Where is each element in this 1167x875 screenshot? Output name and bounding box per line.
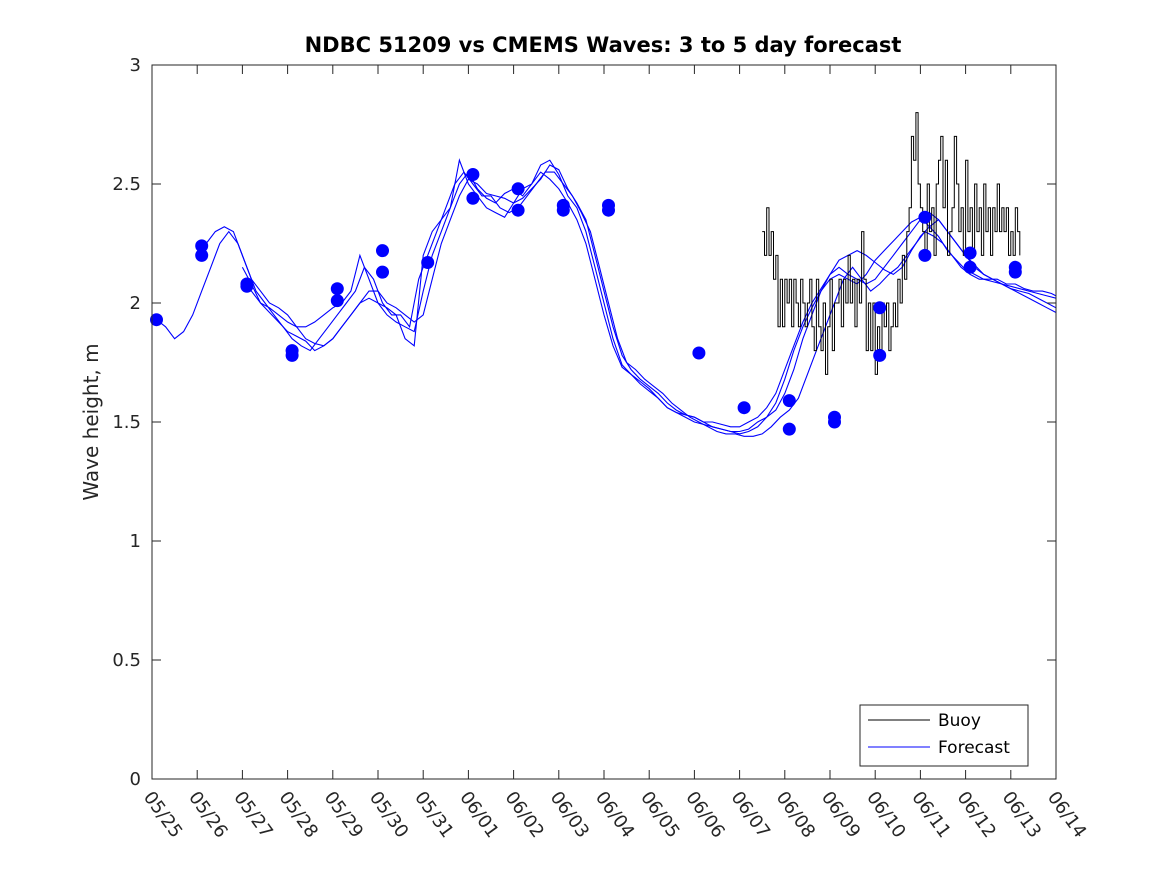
- y-tick-label: 0.5: [112, 650, 141, 671]
- forecast-marker: [421, 256, 435, 269]
- forecast-marker: [918, 248, 932, 262]
- forecast-marker: [737, 401, 751, 415]
- forecast-marker: [963, 260, 977, 274]
- forecast-marker: [918, 210, 932, 224]
- buoy-line: [762, 112, 1021, 375]
- forecast-marker: [873, 348, 887, 362]
- legend-buoy-label: Buoy: [938, 711, 981, 731]
- y-tick-label: 0: [130, 769, 141, 790]
- forecast-marker: [1008, 265, 1022, 279]
- forecast-marker: [466, 191, 480, 205]
- forecast-marker: [240, 279, 254, 293]
- y-tick-label: 1: [130, 531, 141, 552]
- forecast-marker: [511, 182, 525, 196]
- forecast-marker: [376, 265, 389, 279]
- forecast-marker: [330, 282, 344, 296]
- forecast-line-1: [156, 171, 1057, 437]
- legend: Buoy Forecast: [859, 704, 1029, 767]
- forecast-marker: [466, 168, 480, 181]
- forecast-marker: [556, 203, 570, 217]
- forecast-marker: [873, 301, 887, 315]
- chart-title: NDBC 51209 vs CMEMS Waves: 3 to 5 day fo…: [305, 33, 902, 57]
- forecast-marker: [782, 422, 796, 436]
- forecast-marker: [376, 244, 389, 258]
- y-tick-label: 1.5: [112, 412, 141, 433]
- forecast-marker: [511, 203, 525, 217]
- forecast-marker: [150, 313, 163, 327]
- forecast-marker: [782, 394, 796, 408]
- forecast-marker: [963, 246, 977, 260]
- y-axis-label: Wave height, m: [79, 343, 103, 500]
- forecast-marker: [692, 346, 706, 360]
- legend-forecast-label: Forecast: [938, 738, 1010, 758]
- plot-area: [150, 112, 1057, 437]
- forecast-marker: [330, 294, 344, 308]
- y-tick-label: 2.5: [112, 174, 141, 195]
- forecast-marker: [285, 344, 299, 358]
- forecast-marker: [828, 415, 841, 429]
- y-tick-label: 3: [130, 55, 141, 76]
- forecast-marker: [195, 239, 209, 253]
- y-tick-label: 2: [130, 293, 141, 314]
- forecast-marker: [195, 248, 209, 262]
- forecast-marker: [602, 203, 615, 217]
- legend-box: [859, 704, 1029, 767]
